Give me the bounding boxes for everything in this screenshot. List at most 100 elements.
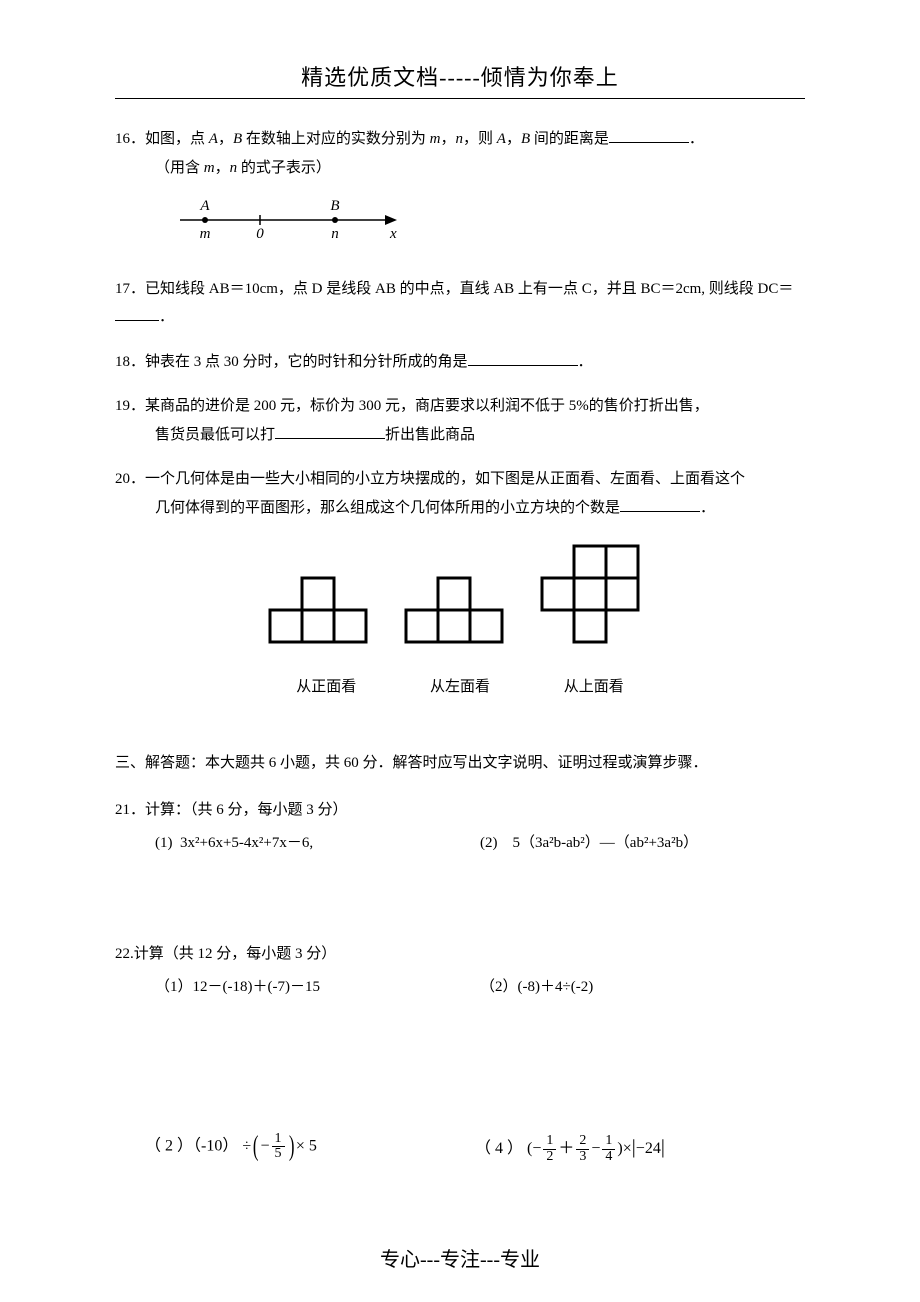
q16-t6: ， <box>506 131 521 147</box>
question-19: 19．某商品的进价是 200 元，标价为 300 元，商店要求以利润不低于 5%… <box>115 392 805 449</box>
q18-blank <box>468 350 578 366</box>
q22-part3: （ 2 ）（-10） ÷(−15)× 5 <box>145 1116 475 1178</box>
q16-A2: A <box>497 131 506 147</box>
q16-t4: ， <box>441 131 456 147</box>
q20-end: ． <box>700 500 715 516</box>
svg-text:n: n <box>331 226 339 242</box>
q22-p3-label: （ 2 ） <box>145 1137 193 1154</box>
question-17: 17．已知线段 AB＝10cm，点 D 是线段 AB 的中点，直线 AB 上有一… <box>115 275 805 332</box>
q22-p4-f1: 12 <box>543 1134 556 1164</box>
q22-p4-f2: 23 <box>576 1134 589 1164</box>
page-header: 精选优质文档-----倾情为你奉上 <box>115 60 805 92</box>
q16-B2: B <box>521 131 534 147</box>
q16-number: 16． <box>115 125 145 154</box>
q22-p1-expr: 12－(-18)＋(-7)－15 <box>193 979 320 995</box>
q22-p4-label: （ 4 ） <box>475 1140 523 1157</box>
page-footer: 专心---专注---专业 <box>0 1243 920 1272</box>
q22-title: 计算（共 12 分，每小题 3 分） <box>134 946 337 962</box>
q22-p1-label: （1） <box>155 979 193 995</box>
q22-part1: （1）12－(-18)＋(-7)－15 <box>155 975 480 996</box>
q20-number: 20． <box>115 465 145 494</box>
q16-t7: 间的距离是 <box>534 131 609 147</box>
q16-l2c: 的式子表示） <box>241 160 331 176</box>
q16-t8: ． <box>689 131 704 147</box>
q17-end: ． <box>159 309 174 325</box>
q21-p1-expr: 3x²+6x+5-4x²+7x－6, <box>180 835 313 851</box>
question-20: 20．一个几何体是由一些大小相同的小立方块摆成的，如下图是从正面看、左面看、上面… <box>115 465 805 701</box>
q21-p1-label: (1) <box>155 835 173 851</box>
svg-text:m: m <box>200 226 211 242</box>
q22-part4: （ 4 ） (−12＋23−14)×|−24| <box>475 1125 805 1169</box>
question-18: 18．钟表在 3 点 30 分时，它的时针和分针所成的角是 ． <box>115 348 805 377</box>
q16-m2: m <box>204 160 215 176</box>
label-front: 从正面看 <box>261 673 391 702</box>
q22-p4-minus: − <box>591 1140 600 1157</box>
q16-t1: 如图，点 <box>145 131 209 147</box>
q16-n1: n <box>456 131 464 147</box>
svg-text:x: x <box>389 226 397 242</box>
q22-p3-neg: − <box>260 1137 269 1154</box>
question-21: 21．计算：（共 6 分，每小题 3 分） <box>115 798 805 819</box>
q22-p4-f3: 14 <box>602 1134 615 1164</box>
orthographic-views <box>115 542 805 663</box>
q20-blank <box>620 496 700 512</box>
q20-l1: 一个几何体是由一些大小相同的小立方块摆成的，如下图是从正面看、左面看、上面看这个 <box>145 471 745 487</box>
q22-p4-mid: )× <box>617 1140 631 1157</box>
q22-p3-tail: × 5 <box>296 1137 317 1154</box>
header-rule <box>115 98 805 99</box>
q21-part1: (1) 3x²+6x+5-4x²+7x－6, <box>155 831 480 852</box>
q21-p2-label: (2) <box>480 835 498 851</box>
q16-t3: 在数轴上对应的实数分别为 <box>246 131 430 147</box>
q22-p4-lead: (− <box>527 1140 541 1157</box>
q22-p4-abs: −24 <box>636 1140 661 1157</box>
q19-l2a: 售货员最低可以打 <box>155 427 275 443</box>
q17-number: 17． <box>115 275 145 304</box>
q22-row1: （1）12－(-18)＋(-7)－15 （2）(-8)＋4÷(-2) <box>115 975 805 996</box>
q20-l2a: 几何体得到的平面图形，那么组成这个几何体所用的小立方块的个数是 <box>155 500 620 516</box>
q16-A1: A <box>209 131 218 147</box>
question-16: 16．如图，点 A，B 在数轴上对应的实数分别为 m，n，则 A，B 间的距离是… <box>115 125 805 257</box>
q22-p2-label: （2） <box>480 979 518 995</box>
rparen-icon: ) <box>288 1116 294 1178</box>
q17-text: 已知线段 AB＝10cm，点 D 是线段 AB 的中点，直线 AB 上有一点 C… <box>145 281 793 297</box>
label-left: 从左面看 <box>395 673 525 702</box>
label-top: 从上面看 <box>529 673 659 702</box>
q22-p3-frac: 15 <box>272 1132 285 1162</box>
q22-p3-lead: （-10） ÷ <box>193 1137 251 1154</box>
svg-text:0: 0 <box>256 226 264 242</box>
lparen-icon: ( <box>253 1116 259 1178</box>
q22-number: 22. <box>115 946 134 962</box>
q16-n2: n <box>230 160 241 176</box>
q16-t5: ，则 <box>463 131 497 147</box>
q19-l2b: 折出售此商品 <box>385 427 475 443</box>
q16-l2b: ， <box>215 160 230 176</box>
q21-title: 计算：（共 6 分，每小题 3 分） <box>145 802 348 818</box>
q16-blank <box>609 127 689 143</box>
q16-t2: ， <box>218 131 233 147</box>
svg-text:A: A <box>199 198 210 214</box>
svg-text:B: B <box>330 198 339 214</box>
q22-part2: （2）(-8)＋4÷(-2) <box>480 975 805 996</box>
q19-blank <box>275 423 385 439</box>
q21-part2: (2) 5（3a²b-ab²）—（ab²+3a²b） <box>480 831 805 852</box>
q16-B1: B <box>233 131 246 147</box>
q19-l1: 某商品的进价是 200 元，标价为 300 元，商店要求以利润不低于 5%的售价… <box>145 398 709 414</box>
q22-p4-plus: ＋ <box>558 1140 574 1157</box>
q21-p2-expr: 5（3a²b-ab²）—（ab²+3a²b） <box>513 835 699 851</box>
view-labels: 从正面看 从左面看 从上面看 <box>115 673 805 702</box>
q18-end: ． <box>578 354 593 370</box>
q16-l2a: （用含 <box>155 160 204 176</box>
q21-parts: (1) 3x²+6x+5-4x²+7x－6, (2) 5（3a²b-ab²）—（… <box>115 831 805 852</box>
q18-text: 钟表在 3 点 30 分时，它的时针和分针所成的角是 <box>145 354 468 370</box>
question-22: 22.计算（共 12 分，每小题 3 分） <box>115 942 805 963</box>
q22-row2: （ 2 ）（-10） ÷(−15)× 5 （ 4 ） (−12＋23−14)×|… <box>115 1116 805 1178</box>
q19-number: 19． <box>115 392 145 421</box>
section-3-title: 三、解答题：本大题共 6 小题，共 60 分．解答时应写出文字说明、证明过程或演… <box>115 751 805 772</box>
q18-number: 18． <box>115 348 145 377</box>
q21-number: 21． <box>115 802 145 818</box>
q16-m1: m <box>430 131 441 147</box>
q22-p2-expr: (-8)＋4÷(-2) <box>518 979 594 995</box>
abs-bar-right-icon: | <box>661 1136 665 1158</box>
q17-blank <box>115 305 159 321</box>
number-line-diagram: Am 0 Bn x <box>175 190 805 257</box>
